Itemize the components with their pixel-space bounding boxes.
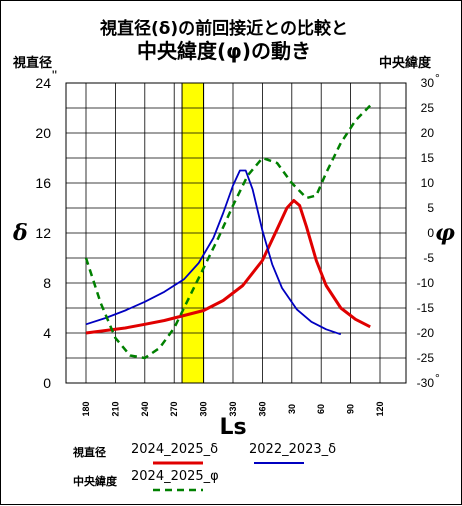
x-tick-label: 330: [228, 401, 238, 416]
x-tick-label: 300: [199, 401, 209, 416]
right-tick-label: 20: [421, 126, 435, 140]
legend: 視直径 中央緯度 2024_2025_δ 2022_2023_δ 2024_20…: [72, 442, 336, 492]
right-tick-label: 25: [421, 101, 435, 115]
right-axis-title: 中央緯度: [379, 55, 432, 71]
legend-latitude-label: 中央緯度: [73, 474, 118, 488]
x-tick-label: 240: [140, 401, 150, 416]
chart-subtitle: 中央緯度(φ)の動き: [137, 39, 311, 63]
right-tick-label: -10: [417, 276, 435, 290]
x-tick-label: 60: [316, 404, 326, 414]
x-tick-label: 270: [169, 401, 179, 416]
legend-diameter-label: 視直径: [72, 445, 106, 459]
right-tick-label: 10: [421, 176, 435, 190]
left-tick-label: 0: [43, 375, 51, 391]
series-line-1: [85, 169, 342, 336]
left-axis-symbol: δ: [12, 220, 28, 246]
x-tick-label: 120: [375, 401, 385, 416]
chart-title: 視直径(δ)の前回接近との比較と: [99, 18, 348, 39]
left-tick-label: 8: [43, 275, 51, 291]
legend-item-2022-2023-delta: 2022_2023_δ: [249, 442, 336, 457]
x-tick-label: 360: [257, 401, 267, 416]
right-unit-mark: °: [435, 71, 440, 85]
plot-border: [65, 82, 407, 384]
right-tick-label: 30: [421, 76, 435, 90]
left-axis-title: 視直径: [12, 55, 52, 71]
x-tick-label: 90: [346, 404, 356, 414]
legend-item-2024-2025-phi: 2024_2025_φ: [131, 469, 219, 484]
right-tick-label: -30: [417, 376, 435, 390]
legend-item-2024-2025-delta: 2024_2025_δ: [131, 442, 218, 457]
right-axis-symbol: φ: [435, 220, 455, 246]
x-tick-label: 180: [81, 401, 91, 416]
right-tick-label: 0: [427, 226, 434, 240]
left-unit-mark: ": [52, 67, 57, 83]
right-tick-label: 15: [421, 151, 435, 165]
left-tick-label: 20: [35, 125, 51, 141]
right-tick-label: -15: [417, 301, 435, 315]
left-tick-label: 12: [35, 225, 51, 241]
series-line-2: [84, 104, 372, 360]
right-tick-label: -20: [417, 326, 435, 340]
x-tick-label: 30: [287, 404, 297, 414]
left-tick-label: 16: [35, 175, 51, 191]
series-line-0: [85, 199, 371, 335]
left-tick-label: 24: [35, 75, 51, 91]
right-unit-mark: °: [435, 371, 440, 385]
right-tick-label: -25: [417, 351, 435, 365]
left-tick-label: 4: [43, 325, 51, 341]
x-axis-title: Ls: [219, 415, 246, 440]
right-tick-label: 5: [427, 201, 434, 215]
right-tick-label: -5: [423, 251, 434, 265]
plot-area: 0 4 8 12 16 20 24 " -30 -25 -20 -15 -10 -5 0 5 10 15 20 25 3…: [35, 67, 440, 417]
x-tick-label: 210: [110, 401, 120, 416]
